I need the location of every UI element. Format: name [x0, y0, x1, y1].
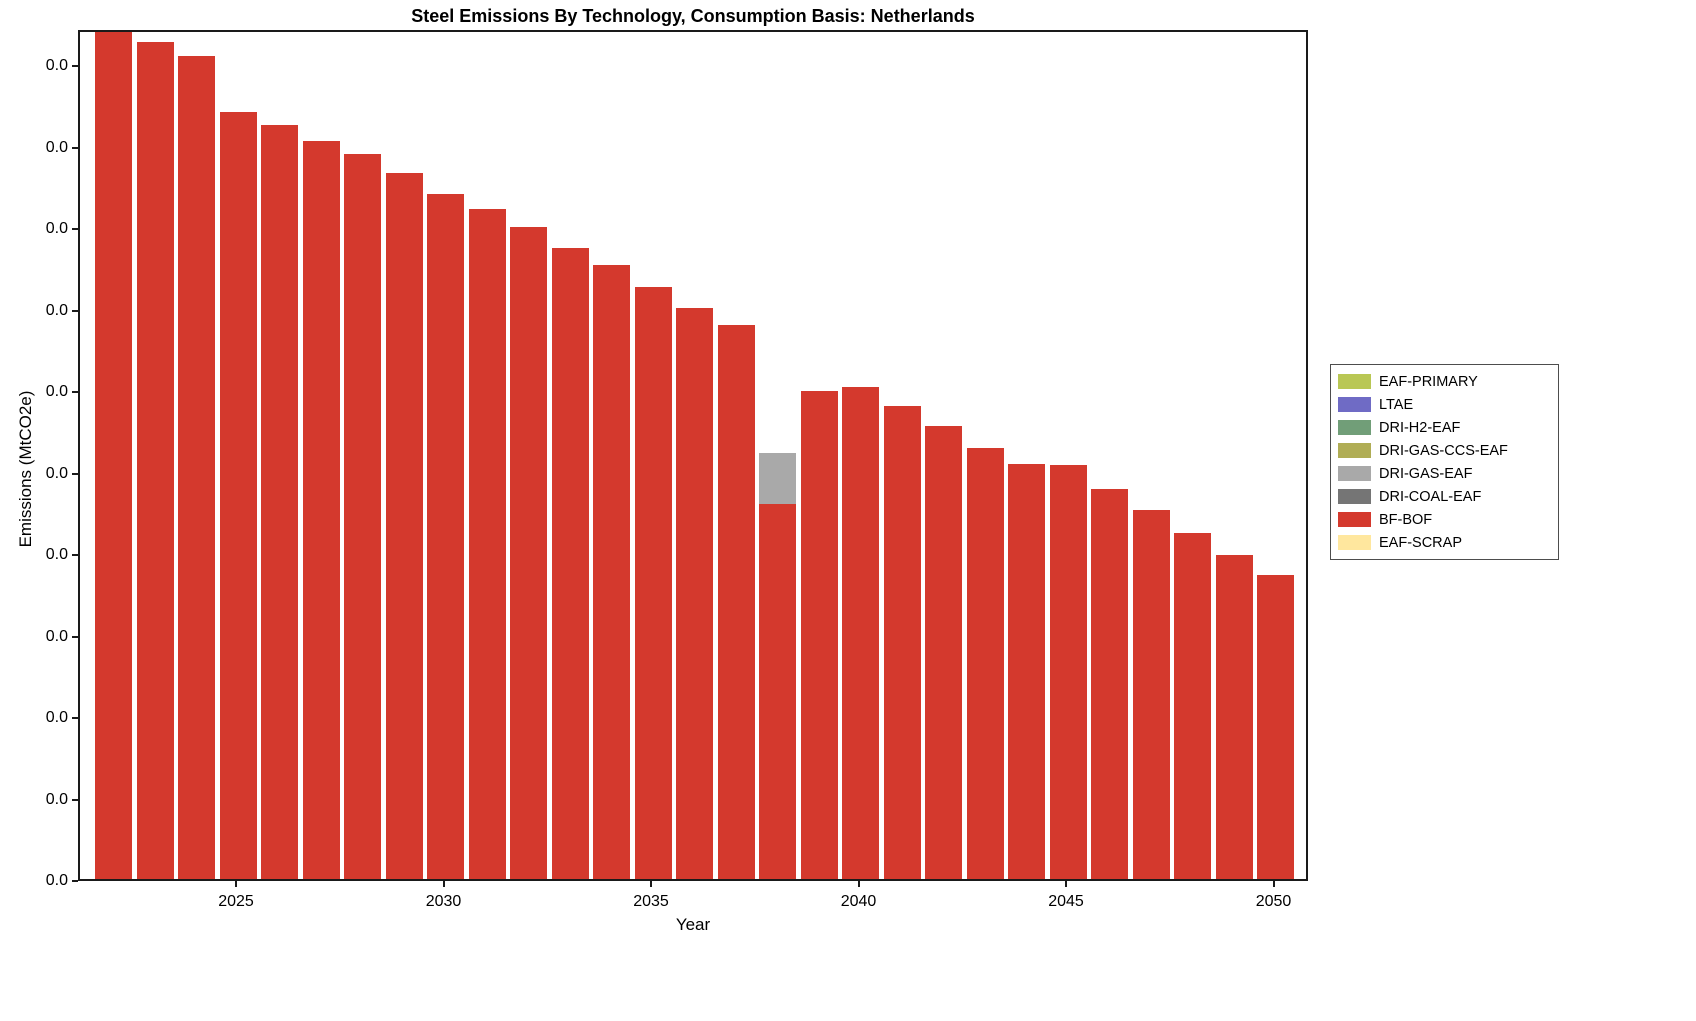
bar-segment-bf-bof-2023	[136, 42, 174, 879]
bar-segment-bf-bof-2049	[1215, 554, 1253, 879]
y-tick-label: 0.0	[45, 790, 68, 808]
y-tick-mark	[72, 635, 78, 638]
bar-segment-bf-bof-2027	[302, 141, 340, 879]
bar-segment-bf-bof-2029	[385, 172, 423, 879]
legend-swatch-dri-gas-eaf	[1338, 466, 1371, 481]
bar-segment-bf-bof-2046	[1091, 489, 1128, 879]
y-tick-mark	[72, 472, 78, 475]
x-tick-label: 2040	[840, 893, 877, 910]
legend-label: DRI-GAS-EAF	[1379, 465, 1473, 482]
y-axis-label: Emissions (MtCO2e)	[16, 390, 35, 548]
y-tick-label: 0.0	[45, 383, 68, 400]
y-tick-mark	[72, 554, 78, 556]
y-tick-label: 0.0	[45, 464, 68, 482]
chart-title: Steel Emissions By Technology, Consumpti…	[411, 6, 975, 26]
legend-item-dri-gas-eaf: DRI-GAS-EAF	[1338, 462, 1558, 485]
x-tick-label: 2050	[1255, 893, 1292, 910]
bar-segment-bf-bof-2039	[800, 391, 838, 879]
legend-item-eaf-primary: EAF-PRIMARY	[1338, 370, 1558, 393]
x-tick-mark	[650, 881, 652, 887]
x-tick-label: 2045	[1048, 893, 1084, 910]
y-tick-mark	[72, 880, 78, 882]
y-tick-label: 0.0	[45, 627, 68, 645]
y-tick-mark	[72, 228, 78, 230]
legend-item-eaf-scrap: EAF-SCRAP	[1338, 531, 1558, 554]
legend-label: BF-BOF	[1379, 511, 1433, 528]
bar-segment-bf-bof-2048	[1174, 532, 1211, 879]
legend-swatch-dri-h2-eaf	[1338, 420, 1371, 435]
legend-swatch-eaf-scrap	[1338, 535, 1371, 550]
y-tick-label: 0.0	[45, 220, 68, 237]
bar-segment-bf-bof-2037	[717, 325, 755, 879]
legend-swatch-dri-coal-eaf	[1338, 489, 1371, 504]
y-tick-mark	[72, 391, 78, 393]
y-tick-label: 0.0	[45, 301, 68, 319]
legend-label: DRI-GAS-CCS-EAF	[1379, 442, 1508, 459]
bar-segment-bf-bof-2033	[551, 248, 589, 879]
bar-segment-bf-bof-2032	[510, 227, 547, 879]
plot-area	[78, 30, 1308, 881]
y-tick-label: 0.0	[45, 546, 68, 563]
bar-segment-bf-bof-2024	[178, 56, 215, 879]
y-tick-label: 0.0	[45, 138, 68, 156]
y-tick-label: 0.0	[45, 57, 68, 74]
bar-segment-bf-bof-2050	[1257, 575, 1294, 879]
legend-label: LTAE	[1379, 396, 1414, 413]
legend-label: EAF-PRIMARY	[1379, 373, 1478, 390]
legend-item-dri-h2-eaf: DRI-H2-EAF	[1338, 416, 1558, 439]
bar-segment-bf-bof-2031	[468, 209, 506, 879]
legend-item-dri-coal-eaf: DRI-COAL-EAF	[1338, 485, 1558, 508]
legend-label: DRI-COAL-EAF	[1379, 488, 1482, 505]
y-tick-mark	[72, 146, 78, 149]
x-axis-label: Year	[675, 915, 711, 934]
x-tick-mark	[1272, 881, 1275, 887]
legend: EAF-PRIMARY LTAE DRI-H2-EAF DRI-GAS-CCS-EAF…	[1330, 364, 1559, 560]
bar-segment-bf-bof-2042	[925, 426, 962, 879]
x-tick-mark	[1065, 881, 1067, 887]
bar-segment-bf-bof-2022	[95, 32, 132, 879]
x-tick-label: 2030	[425, 893, 462, 910]
legend-item-ltae: LTAE	[1338, 393, 1558, 416]
legend-item-bf-bof: BF-BOF	[1338, 508, 1558, 531]
y-tick-mark	[72, 309, 78, 312]
legend-label: DRI-H2-EAF	[1379, 419, 1461, 436]
legend-item-dri-gas-ccs-eaf: DRI-GAS-CCS-EAF	[1338, 439, 1558, 462]
bar-segment-bf-bof-2047	[1132, 509, 1170, 879]
legend-swatch-dri-gas-ccs-eaf	[1338, 443, 1371, 458]
bar-segment-bf-bof-2025	[219, 112, 257, 879]
bar-segment-bf-bof-2038	[759, 503, 796, 879]
y-tick-label: 0.0	[45, 872, 68, 889]
x-tick-label: 2035	[633, 893, 669, 910]
legend-label: EAF-SCRAP	[1379, 534, 1462, 551]
y-tick-mark	[72, 65, 78, 67]
bar-segment-bf-bof-2040	[842, 387, 879, 879]
bar-segment-bf-bof-2030	[427, 193, 464, 879]
bar-segment-bf-bof-2035	[634, 286, 672, 879]
bar-segment-bf-bof-2026	[261, 125, 298, 879]
bar-segment-bf-bof-2028	[344, 153, 381, 879]
legend-swatch-ltae	[1338, 397, 1371, 412]
x-tick-mark	[235, 881, 237, 887]
bar-segment-bf-bof-2043	[966, 448, 1004, 879]
x-tick-label: 2025	[218, 893, 254, 910]
bar-segment-bf-bof-2036	[676, 307, 713, 879]
y-tick-label: 0.0	[45, 709, 68, 726]
legend-swatch-bf-bof	[1338, 512, 1371, 527]
y-tick-mark	[72, 717, 78, 719]
x-tick-mark	[857, 881, 860, 887]
bar-segment-dri-gas-eaf-2038	[759, 452, 796, 504]
x-tick-mark	[442, 881, 445, 887]
legend-swatch-eaf-primary	[1338, 374, 1371, 389]
bar-segment-bf-bof-2045	[1049, 465, 1087, 879]
y-tick-mark	[72, 798, 78, 801]
bar-segment-bf-bof-2034	[593, 265, 630, 879]
bar-segment-bf-bof-2041	[883, 405, 921, 879]
bar-segment-bf-bof-2044	[1008, 463, 1045, 879]
